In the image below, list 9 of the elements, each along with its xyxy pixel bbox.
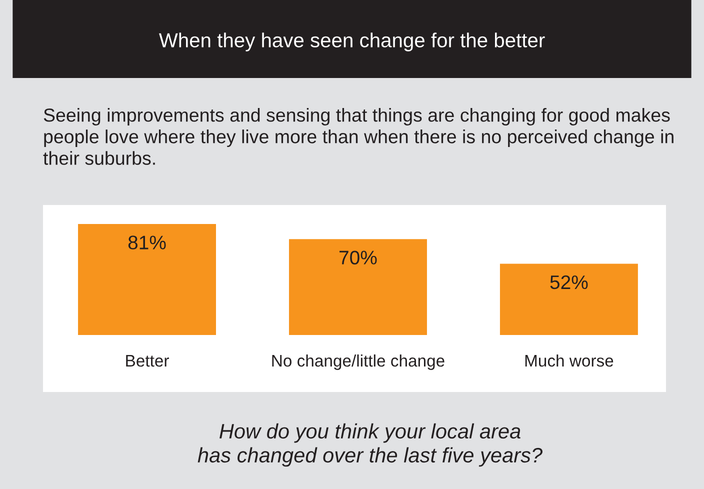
x-tick-label: No change/little change	[272, 354, 444, 370]
data-label: 81%	[128, 236, 166, 250]
x-tick-label: Much worse	[525, 354, 614, 367]
x-tick-label: Better	[126, 355, 169, 367]
data-label: 70%	[340, 250, 377, 264]
data-label: 52%	[550, 275, 588, 290]
chart-subtitle: Seeing improvements and sensing that things are changing for good makes people love where they live more than when there is no perceived change in their suburbs.	[43, 108, 674, 165]
x-axis-title: How do you think your local area has changed over the last five years?	[198, 423, 543, 467]
chart-title: When they have seen change for the better	[158, 32, 545, 52]
